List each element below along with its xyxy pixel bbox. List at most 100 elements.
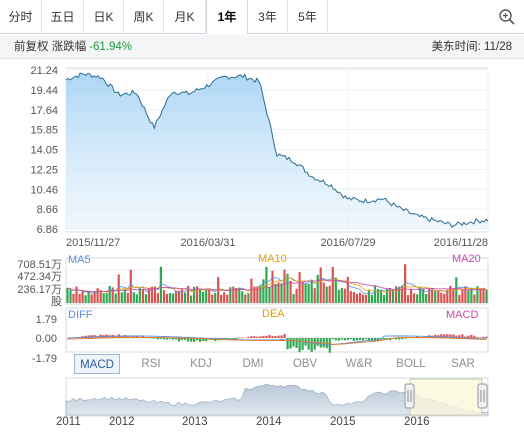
volume-bar <box>232 286 235 303</box>
tab-daily-k[interactable]: 日K <box>84 0 124 34</box>
volume-bar <box>416 294 419 303</box>
navigator-right-handle[interactable] <box>477 383 488 409</box>
volume-bar <box>319 267 322 303</box>
volume-bar <box>443 293 446 303</box>
tab-sar[interactable]: SAR <box>451 358 475 370</box>
volume-unit: 股 <box>51 295 62 308</box>
volume-bar <box>364 294 367 303</box>
volume-bar <box>458 294 461 303</box>
volume-bar <box>196 286 199 303</box>
volume-bar <box>307 283 310 303</box>
tab-wr[interactable]: W&R <box>345 358 373 370</box>
volume-bar <box>184 292 187 303</box>
volume-ma10-line <box>67 277 487 293</box>
adjust-label[interactable]: 前复权 涨跌幅 <box>14 41 87 53</box>
macd-label: MACD <box>446 309 478 321</box>
price-x-tick: 2016/03/31 <box>180 237 235 249</box>
tab-three-year[interactable]: 3年 <box>248 0 288 34</box>
volume-bars <box>66 264 488 303</box>
volume-bar <box>449 285 452 303</box>
volume-bar <box>352 291 355 303</box>
tab-five-year[interactable]: 5年 <box>288 0 328 34</box>
volume-bar <box>286 273 289 303</box>
volume-bar <box>292 294 295 303</box>
volume-bar <box>271 270 274 303</box>
volume-bar <box>410 288 413 303</box>
price-y-tick: 8.66 <box>37 204 58 216</box>
price-y-tick: 12.25 <box>30 164 58 176</box>
volume-bar <box>235 288 238 303</box>
tab-kdj[interactable]: KDJ <box>190 358 212 370</box>
volume-bar <box>238 287 241 303</box>
price-y-tick: 17.64 <box>30 105 58 117</box>
volume-bar <box>129 269 132 303</box>
volume-bar <box>81 291 84 303</box>
tab-rsi[interactable]: RSI <box>141 358 161 370</box>
volume-bar <box>199 289 202 303</box>
volume-bar <box>193 286 196 303</box>
volume-bar <box>358 292 361 303</box>
zoom-in-icon[interactable] <box>498 8 516 26</box>
volume-bar <box>304 283 307 303</box>
volume-bar <box>413 293 416 303</box>
volume-bar <box>346 276 349 303</box>
volume-bar <box>87 290 90 303</box>
volume-bar <box>180 289 184 303</box>
volume-bar <box>407 295 410 303</box>
year-label: 2012 <box>109 416 135 428</box>
volume-bar <box>370 294 373 303</box>
volume-bar <box>485 289 488 303</box>
navigator-left-handle[interactable] <box>404 383 415 409</box>
volume-bar <box>244 294 247 303</box>
volume-bar <box>277 282 280 303</box>
volume-bar <box>298 272 301 303</box>
volume-bar <box>274 284 277 303</box>
volume-bar <box>373 285 377 303</box>
volume-bar <box>361 294 364 303</box>
volume-bar <box>334 277 337 303</box>
volume-bar <box>72 293 75 303</box>
navigator-year-axis: 2011 2012 2013 2014 2015 2016 <box>0 416 524 436</box>
navigator-range-window[interactable] <box>409 378 483 416</box>
volume-bar <box>174 290 178 303</box>
tab-obv[interactable]: OBV <box>292 358 318 370</box>
volume-bar <box>111 287 114 303</box>
tab-boll[interactable]: BOLL <box>396 358 426 370</box>
timestamp-label: 美东时间: 11/28 <box>431 41 512 53</box>
volume-bar <box>141 289 144 303</box>
price-y-tick: 6.86 <box>37 224 58 236</box>
volume-bar <box>223 292 226 303</box>
volume-bar <box>247 293 250 303</box>
volume-bar <box>455 277 458 303</box>
volume-bar <box>343 288 346 303</box>
tab-monthly-k[interactable]: 月K <box>164 0 206 34</box>
price-y-tick: 19.44 <box>30 85 58 97</box>
volume-bar <box>132 292 135 303</box>
volume-bar <box>156 293 159 303</box>
tab-weekly-k[interactable]: 周K <box>124 0 164 34</box>
year-label: 2015 <box>330 416 356 428</box>
tab-one-year[interactable]: 1年 <box>206 0 248 35</box>
volume-bar <box>316 274 319 303</box>
tab-dmi[interactable]: DMI <box>242 358 264 370</box>
volume-bar <box>66 288 69 303</box>
volume-bar <box>205 289 208 303</box>
volume-bar <box>120 292 123 303</box>
volume-bar <box>144 294 147 303</box>
volume-bar <box>328 285 331 303</box>
volume-bar <box>337 289 340 303</box>
ma5-label: MA5 <box>68 254 91 266</box>
tab-five-day[interactable]: 五日 <box>42 0 84 34</box>
tab-intraday[interactable]: 分时 <box>0 0 42 34</box>
volume-bar <box>147 287 150 303</box>
volume-bar <box>153 286 156 303</box>
volume-bar <box>482 287 485 303</box>
diff-line <box>67 335 487 346</box>
volume-bar <box>395 286 398 303</box>
volume-bar <box>114 293 117 303</box>
volume-bar <box>464 286 467 303</box>
volume-bar <box>280 283 283 303</box>
volume-bar <box>256 286 259 303</box>
tab-macd[interactable]: MACD <box>74 354 120 374</box>
